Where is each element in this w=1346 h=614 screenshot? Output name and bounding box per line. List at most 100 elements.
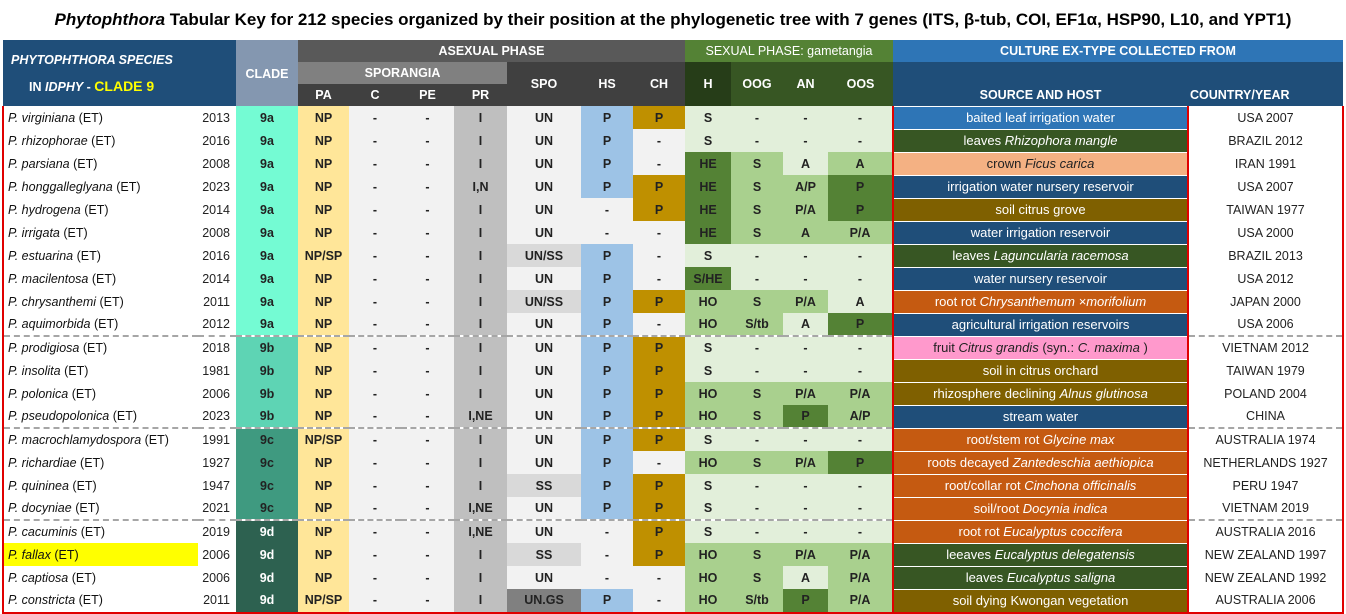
hs-cell: - — [581, 221, 633, 244]
clade-cell: 9b — [236, 335, 298, 359]
hs-cell: P — [581, 497, 633, 520]
cell-text: - — [425, 363, 430, 378]
cell-text: (ET) — [87, 133, 116, 148]
cell-text: - — [857, 501, 863, 515]
table-row[interactable]: P. insolita (ET) 1981 9b NP - - I UN P P S - - - soil … — [2, 358, 1344, 382]
cell-text: NP — [314, 386, 333, 401]
source-host-cell: fruit Citrus grandis (syn.: C. maxima ) — [892, 335, 1189, 359]
species-name: P. chrysanthemi (ET) — [2, 290, 198, 313]
table-row[interactable]: P. aquimorbida (ET) 2012 9a NP - - I UN P - HO S/tb… — [2, 312, 1344, 336]
clade-cell: 9a — [236, 244, 298, 267]
table-row[interactable]: P. quininea (ET) 1947 9c NP - - I SS P P S - - - root/… — [2, 473, 1344, 497]
species-name: P. macrochlamydospora (ET) — [2, 427, 198, 451]
table-row[interactable]: P. rhizophorae (ET) 2016 9a NP - - I UN P - S - - - le… — [2, 128, 1344, 152]
cell-text: - — [754, 501, 760, 515]
hs-cell: P — [581, 451, 633, 474]
species-name: P. captiosa (ET) — [2, 566, 198, 589]
source-host-cell: root rot Chrysanthemum ×morifolium — [892, 289, 1189, 313]
oos-cell: - — [828, 519, 893, 543]
source-host-cell: leaves Laguncularia racemosa — [892, 243, 1189, 267]
cell-text: - — [857, 133, 863, 148]
cell-text: P — [654, 501, 664, 515]
cell-text: - — [754, 363, 760, 378]
species-name: P. pseudopolonica (ET) — [2, 405, 198, 428]
oog-cell: S — [731, 152, 783, 175]
cell-text: NEW ZEALAND 1997 — [1204, 547, 1327, 562]
oog-cell: S — [731, 566, 783, 589]
cell-text: SS — [535, 547, 553, 562]
h-cell: HE — [685, 152, 731, 175]
cell-text: - — [857, 110, 863, 125]
ch-cell: - — [633, 244, 685, 267]
table-row[interactable]: P. docyniae (ET) 2021 9c NP - - I,NE UN P P S - - - so… — [2, 496, 1344, 520]
cell-text: P — [654, 294, 664, 309]
ch-cell: - — [633, 313, 685, 336]
table-row[interactable]: P. fallax (ET) 2006 9d NP - - I SS - P HO S P/A P/A le… — [2, 542, 1344, 566]
table-row[interactable]: P. prodigiosa (ET) 2018 9b NP - - I UN P P S - - - fru… — [2, 335, 1344, 359]
cell-text: (ET) — [68, 478, 97, 493]
cell-text: - — [425, 294, 430, 309]
an-cell: P/A — [783, 198, 828, 221]
hs-cell: - — [581, 543, 633, 566]
table-row[interactable]: P. virginiana (ET) 2013 9a NP - - I UN P P S - - - bai… — [2, 105, 1344, 129]
pr-cell: I — [454, 359, 507, 382]
table-row[interactable]: P. pseudopolonica (ET) 2023 9b NP - - I,NE UN P P… — [2, 404, 1344, 428]
cell-text: A — [800, 317, 811, 331]
cell-text: - — [604, 202, 610, 217]
cell-text: - — [425, 386, 430, 401]
ch-cell: - — [633, 267, 685, 290]
country-year-cell: BRAZIL 2013 — [1188, 244, 1344, 267]
source-text: leaves — [965, 569, 1007, 585]
table-row[interactable]: P. chrysanthemi (ET) 2011 9a NP - - I UN/SS P P HO… — [2, 289, 1344, 313]
cell-text: HO — [698, 409, 718, 423]
hs-cell: P — [581, 152, 633, 175]
cell-text: P — [855, 202, 865, 217]
cell-text: USA 2007 — [1237, 110, 1294, 125]
table-row[interactable]: P. richardiae (ET) 1927 9c NP - - I UN P - HO S P/A P… — [2, 450, 1344, 474]
table-row[interactable]: P. macilentosa (ET) 2014 9a NP - - I UN P - S/HE - -… — [2, 266, 1344, 290]
species-name: P. prodigiosa (ET) — [2, 335, 198, 359]
source-text: root rot — [958, 523, 1004, 539]
table-row[interactable]: P. captiosa (ET) 2006 9d NP - - I UN - - HO S A P/A le… — [2, 565, 1344, 589]
table-row[interactable]: P. estuarina (ET) 2016 9a NP/SP - - I UN/SS P - S -… — [2, 243, 1344, 267]
table-row[interactable]: P. constricta (ET) 2011 9d NP/SP - - I UN.GS P - H… — [2, 588, 1344, 614]
an-cell: - — [783, 497, 828, 520]
source-text: rhizosphere declining — [933, 385, 1060, 401]
pa-cell: NP — [298, 543, 349, 566]
country-year-cell: VIETNAM 2012 — [1188, 335, 1344, 359]
cell-text: (ET) — [76, 455, 105, 470]
c-cell: - — [349, 267, 401, 290]
species-header-line1: PHYTOPHTHORA SPECIES — [11, 52, 173, 67]
pa-cell: NP — [298, 497, 349, 520]
year-cell: 2006 — [198, 543, 236, 566]
cell-text: - — [372, 294, 378, 309]
species-name: P. docyniae (ET) — [2, 497, 198, 520]
cell-text: P — [602, 179, 612, 194]
pe-cell: - — [401, 519, 454, 543]
sexual-phase-header: SEXUAL PHASE: gametangia — [685, 40, 893, 62]
table-row[interactable]: P. polonica (ET) 2006 9b NP - - I UN P P HO S P/A P/A… — [2, 381, 1344, 405]
cell-text: IRAN 1991 — [1234, 156, 1297, 171]
cell-text: I — [478, 363, 483, 378]
pe-cell: - — [401, 129, 454, 152]
spo-cell: UN — [507, 451, 581, 474]
species-italic: P. estuarina — [8, 248, 74, 263]
table-row[interactable]: P. irrigata (ET) 2008 9a NP - - I UN - - HE S A P/A wa… — [2, 220, 1344, 244]
table-row[interactable]: P. cacuminis (ET) 2019 9d NP - - I,NE UN - P S - - - r… — [2, 519, 1344, 543]
cell-text: I — [478, 202, 483, 217]
pe-header: PE — [401, 84, 454, 106]
cell-text: P — [855, 455, 865, 470]
oog-cell: - — [731, 427, 783, 451]
country-year-cell: USA 2000 — [1188, 221, 1344, 244]
ch-cell: P — [633, 359, 685, 382]
country-year-cell: PERU 1947 — [1188, 474, 1344, 497]
oos-cell: P/A — [828, 566, 893, 589]
cell-text: - — [754, 433, 760, 447]
ch-cell: P — [633, 198, 685, 221]
table-row[interactable]: P. macrochlamydospora (ET) 1991 9c NP/SP - - I… — [2, 427, 1344, 451]
table-row[interactable]: P. honggalleglyana (ET) 2023 9a NP - - I,N UN P P… — [2, 174, 1344, 198]
pe-cell: - — [401, 589, 454, 614]
country-year-cell: NEW ZEALAND 1992 — [1188, 566, 1344, 589]
